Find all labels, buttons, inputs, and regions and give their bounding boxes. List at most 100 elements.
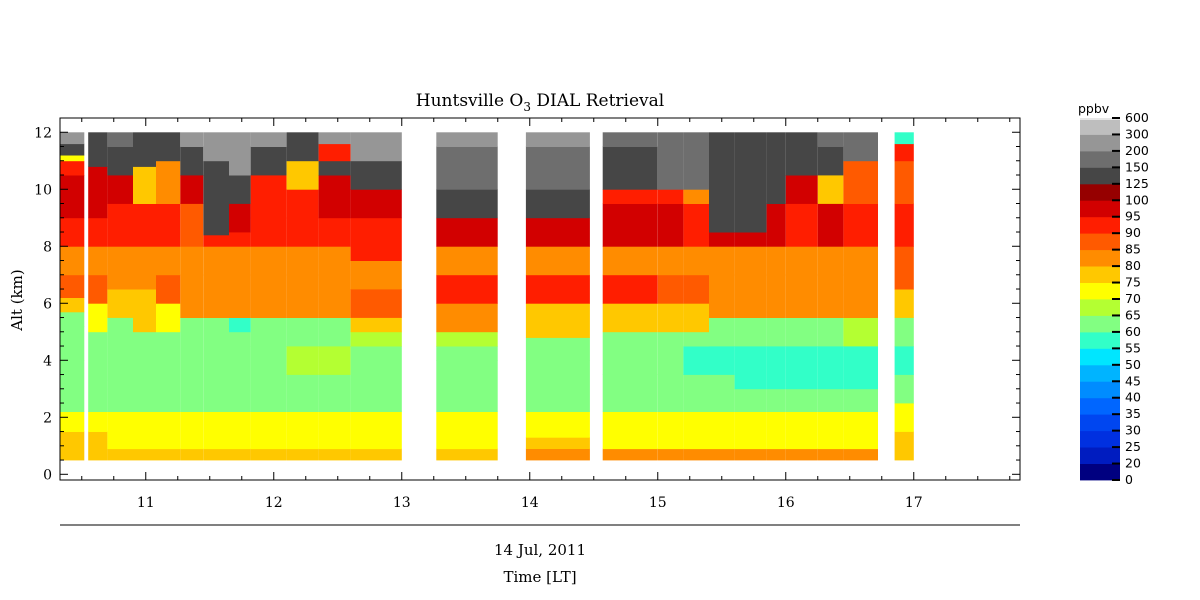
ozone-cell xyxy=(250,448,287,461)
ozone-cell xyxy=(156,246,181,276)
ozone-cell xyxy=(318,246,351,276)
ozone-cell xyxy=(436,146,498,190)
ozone-cell xyxy=(60,297,85,313)
chart-title: Huntsville O3 DIAL Retrieval xyxy=(416,91,664,114)
ozone-cell xyxy=(250,217,287,247)
x-axis-ticks: 11 12 13 14 15 16 17 xyxy=(81,118,1011,511)
ozone-cell xyxy=(525,146,590,190)
ozone-cell xyxy=(250,146,287,176)
x-tick-label: 15 xyxy=(649,495,667,511)
colorbar-segment xyxy=(1080,414,1120,432)
x-tick-label: 16 xyxy=(777,495,795,511)
ozone-cell xyxy=(350,189,402,219)
ozone-cell xyxy=(229,246,251,276)
ozone-cell xyxy=(657,203,684,247)
ozone-cell xyxy=(602,132,658,147)
ozone-cell xyxy=(602,411,658,450)
ozone-cell xyxy=(525,217,590,247)
ozone-cell xyxy=(229,274,251,318)
colorbar-tick-label: 125 xyxy=(1125,176,1149,191)
colorbar-segment xyxy=(1080,216,1120,234)
ozone-cell xyxy=(817,274,844,318)
ozone-cell xyxy=(843,448,878,461)
ozone-cell xyxy=(843,411,878,450)
ozone-cell xyxy=(602,203,658,247)
ozone-cell xyxy=(286,160,319,190)
ozone-cell xyxy=(107,132,133,147)
colorbar-tick-label: 90 xyxy=(1125,225,1141,240)
ozone-heatmap-cells xyxy=(60,132,914,461)
colorbar-segment xyxy=(1080,200,1120,218)
x-tick-label: 11 xyxy=(137,495,155,511)
colorbar-tick-label: 80 xyxy=(1125,258,1141,273)
colorbar-segment xyxy=(1080,134,1120,152)
y-axis-label: Alt (km) xyxy=(8,269,26,331)
ozone-cell xyxy=(817,346,844,390)
ozone-cell xyxy=(60,155,85,162)
colorbar-segment xyxy=(1080,118,1120,120)
ozone-cell xyxy=(525,437,590,449)
ozone-cell xyxy=(180,246,204,276)
ozone-cell xyxy=(525,132,590,147)
ozone-cell xyxy=(657,331,684,375)
ozone-cell xyxy=(133,203,156,247)
ozone-cell xyxy=(683,203,709,247)
ozone-cell xyxy=(180,448,204,461)
ozone-cell xyxy=(250,317,287,347)
colorbar-segment xyxy=(1080,233,1120,251)
ozone-cell xyxy=(785,388,818,412)
x-axis-date-label: 14 Jul, 2011 xyxy=(494,541,586,559)
ozone-cell xyxy=(817,448,844,461)
ozone-cell xyxy=(894,246,914,290)
ozone-cell xyxy=(436,217,498,247)
ozone-cell xyxy=(894,203,914,247)
colorbar-segment xyxy=(1080,463,1120,481)
colorbar-segment xyxy=(1080,266,1120,283)
ozone-cell xyxy=(843,246,878,276)
ozone-cell xyxy=(766,246,786,276)
ozone-cell xyxy=(602,303,658,333)
ozone-cell xyxy=(734,274,767,318)
ozone-cell xyxy=(436,274,498,304)
ozone-cell xyxy=(156,411,181,450)
ozone-cell xyxy=(683,246,709,276)
y-tick-label: 6 xyxy=(43,296,52,312)
ozone-cell xyxy=(350,260,402,290)
ozone-cell xyxy=(785,411,818,450)
ozone-cell xyxy=(709,448,735,461)
ozone-cell xyxy=(286,346,319,375)
ozone-cell xyxy=(709,374,735,412)
colorbar-tick-label: 0 xyxy=(1125,472,1133,487)
ozone-cell xyxy=(60,217,85,247)
ozone-cell xyxy=(766,388,786,412)
ozone-cell xyxy=(229,331,251,412)
colorbar-tick-label: 25 xyxy=(1125,439,1141,454)
ozone-cell xyxy=(318,374,351,412)
ozone-cell xyxy=(734,132,767,233)
ozone-cell xyxy=(88,411,108,432)
ozone-cell xyxy=(107,175,133,204)
colorbar-segment xyxy=(1080,183,1120,201)
ozone-cell xyxy=(683,274,709,304)
ozone-cell xyxy=(203,411,229,450)
ozone-cell xyxy=(843,388,878,412)
ozone-cell xyxy=(286,374,319,412)
ozone-cell xyxy=(250,346,287,412)
x-tick-label: 12 xyxy=(265,495,283,511)
ozone-cell xyxy=(436,411,498,450)
ozone-cell xyxy=(734,411,767,450)
ozone-cell xyxy=(180,203,204,247)
ozone-cell xyxy=(817,132,844,147)
ozone-cell xyxy=(156,331,181,412)
ozone-cell xyxy=(286,411,319,450)
ozone-cell xyxy=(843,317,878,347)
colorbar-tick-label: 55 xyxy=(1125,340,1141,355)
ozone-cell xyxy=(657,246,684,276)
y-tick-label: 2 xyxy=(43,410,52,426)
ozone-cell xyxy=(88,303,108,333)
ozone-cell xyxy=(602,189,658,204)
ozone-cell xyxy=(683,303,709,333)
ozone-cell xyxy=(709,346,735,375)
ozone-cell xyxy=(60,411,85,432)
